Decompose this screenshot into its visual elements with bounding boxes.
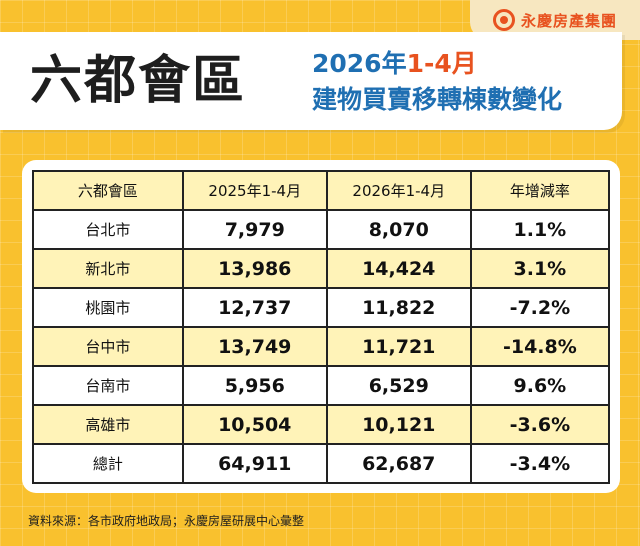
value-2026-cell: 11,721 [325, 326, 472, 367]
sub-title-line2: 建物買賣移轉棟數變化 [312, 85, 563, 114]
total-2026-cell: 62,687 [325, 443, 472, 484]
value-2025-cell: 13,986 [181, 248, 328, 289]
region-cell: 台南市 [32, 365, 184, 406]
yoy-rate-cell: -3.6% [469, 404, 611, 445]
sub-title-line1: 2026年1-4月 [312, 46, 562, 82]
yoy-rate-cell: 1.1% [469, 209, 611, 250]
value-2025-cell: 13,749 [181, 326, 328, 367]
data-table: 六都會區 2025年1-4月 2026年1-4月 年增減率 台北市 7,979 … [32, 170, 611, 484]
table-row: 新北市 13,986 14,424 3.1% [32, 248, 611, 289]
total-2025-cell: 64,911 [181, 443, 328, 484]
data-table-card: 六都會區 2025年1-4月 2026年1-4月 年增減率 台北市 7,979 … [22, 160, 620, 493]
value-2025-cell: 12,737 [181, 287, 328, 328]
yoy-rate-cell: 9.6% [469, 365, 611, 406]
yoy-rate-cell: 3.1% [469, 248, 611, 289]
source-note: 資料來源：各市政府地政局；永慶房屋研展中心彙整 [28, 514, 305, 528]
region-cell: 新北市 [32, 248, 184, 289]
region-cell: 台北市 [32, 209, 184, 250]
value-2026-cell: 10,121 [325, 404, 472, 445]
value-2025-cell: 5,956 [181, 365, 328, 406]
sub-title: 2026年1-4月 建物買賣移轉棟數變化 [312, 46, 562, 118]
table-row: 台中市 13,749 11,721 -14.8% [32, 326, 611, 367]
value-2026-cell: 11,822 [325, 287, 472, 328]
table-row: 桃園市 12,737 11,822 -7.2% [32, 287, 611, 328]
main-title: 六都會區 [30, 51, 247, 111]
table-total-row: 總計 64,911 62,687 -3.4% [32, 443, 611, 484]
value-2025-cell: 10,504 [181, 404, 328, 445]
table-header-row: 六都會區 2025年1-4月 2026年1-4月 年增減率 [32, 170, 611, 211]
table-row: 台南市 5,956 6,529 9.6% [32, 365, 611, 406]
table-row: 台北市 7,979 8,070 1.1% [32, 209, 611, 250]
value-2026-cell: 8,070 [325, 209, 472, 250]
column-header-yoy: 年增減率 [469, 170, 611, 211]
region-cell: 高雄市 [32, 404, 184, 445]
sub-title-year: 2026年 [312, 49, 407, 78]
yungching-logo-icon [492, 9, 515, 31]
value-2026-cell: 6,529 [325, 365, 472, 406]
value-2025-cell: 7,979 [181, 209, 328, 250]
yoy-rate-cell: -14.8% [469, 326, 611, 367]
column-header-2026: 2026年1-4月 [325, 170, 472, 211]
total-yoy-cell: -3.4% [469, 443, 611, 484]
table-row: 高雄市 10,504 10,121 -3.6% [32, 404, 611, 445]
column-header-2025: 2025年1-4月 [181, 170, 328, 211]
header-banner: 六都會區 2026年1-4月 建物買賣移轉棟數變化 [0, 32, 622, 130]
value-2026-cell: 14,424 [325, 248, 472, 289]
yoy-rate-cell: -7.2% [469, 287, 611, 328]
brand-name: 永慶房產集團 [520, 11, 617, 30]
column-header-region: 六都會區 [32, 170, 184, 211]
total-label-cell: 總計 [32, 443, 184, 484]
region-cell: 桃園市 [32, 287, 184, 328]
sub-title-range: 1-4月 [406, 49, 477, 78]
region-cell: 台中市 [32, 326, 184, 367]
